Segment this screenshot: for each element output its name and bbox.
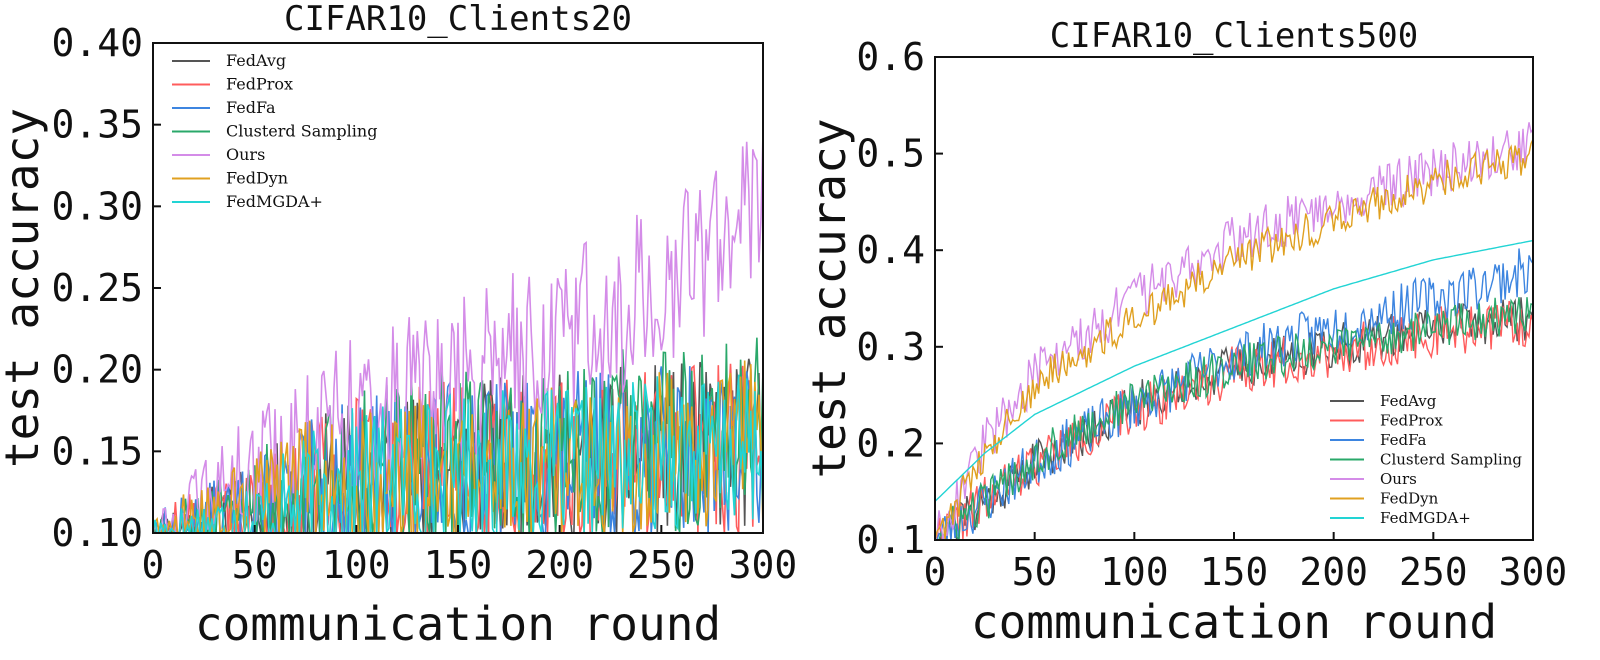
legend-label: FedFa	[1380, 431, 1426, 449]
x-tick-label: 300	[729, 543, 798, 587]
series-line-feddyn	[935, 139, 1533, 540]
series-line-fedprox	[935, 300, 1533, 540]
y-tick-label: 0.40	[51, 21, 143, 65]
y-tick-label: 0.6	[856, 35, 925, 79]
legend-label: Clusterd Sampling	[1380, 451, 1522, 469]
legend-label: FedDyn	[226, 169, 288, 188]
y-tick-label: 0.2	[856, 421, 925, 465]
series-line-fedavg	[935, 297, 1533, 540]
x-tick-label: 200	[1299, 550, 1368, 594]
y-tick-label: 0.25	[51, 266, 143, 310]
y-tick-label: 0.1	[856, 518, 925, 562]
y-tick-label: 0.30	[51, 184, 143, 228]
x-tick-label: 250	[1399, 550, 1468, 594]
y-axis-label: test accuracy	[802, 118, 856, 478]
series-line-feddyn	[153, 360, 763, 533]
y-tick-label: 0.10	[51, 511, 143, 555]
y-tick-label: 0.4	[856, 228, 925, 272]
x-tick-label: 50	[1012, 550, 1058, 594]
series-line-fedfa	[935, 248, 1533, 540]
x-axis-label: communication round	[971, 595, 1497, 649]
legend-label: Clusterd Sampling	[226, 122, 377, 141]
x-tick-label: 150	[1200, 550, 1269, 594]
y-tick-label: 0.15	[51, 429, 143, 473]
x-tick-label: 100	[322, 543, 391, 587]
legend-label: Ours	[1380, 470, 1417, 488]
legend-label: FedAvg	[1380, 392, 1437, 410]
y-axis-label: test accuracy	[0, 108, 49, 468]
x-tick-label: 300	[1499, 550, 1568, 594]
legend-label: FedAvg	[226, 51, 286, 70]
series-group	[153, 131, 763, 533]
legend-label: FedFa	[226, 98, 276, 117]
x-tick-label: 150	[424, 543, 493, 587]
y-tick-label: 0.5	[856, 132, 925, 176]
x-tick-label: 0	[142, 543, 165, 587]
series-group	[935, 122, 1533, 540]
x-axis-label: communication round	[195, 597, 721, 651]
y-tick-label: 0.20	[51, 348, 143, 392]
x-tick-label: 50	[232, 543, 278, 587]
legend-label: FedMGDA+	[226, 192, 323, 211]
x-tick-label: 200	[525, 543, 594, 587]
x-tick-label: 100	[1100, 550, 1169, 594]
legend-label: FedProx	[1380, 412, 1443, 430]
chart-clients20: 0 50 100 150 200 250 300 0.10 0.15 0.20 0.25 0.30 0.…	[0, 0, 797, 651]
series-line-clusterd-sampling	[153, 337, 763, 533]
y-tick-label: 0.35	[51, 103, 143, 147]
series-line-fedmgda-	[153, 374, 763, 533]
legend: FedAvg FedProx FedFa Clusterd Sampling Ours F…	[172, 51, 377, 211]
x-tick-label: 250	[627, 543, 696, 587]
y-tick-label: 0.3	[856, 325, 925, 369]
series-line-clusterd-sampling	[935, 297, 1533, 540]
legend-label: FedMGDA+	[1380, 509, 1471, 527]
series-line-fedmgda-	[935, 239, 1533, 502]
chart-title: CIFAR10_Clients20	[284, 0, 632, 39]
legend-label: FedProx	[226, 75, 293, 94]
x-tick-label: 0	[924, 550, 947, 594]
chart-title: CIFAR10_Clients500	[1050, 16, 1418, 56]
legend-label: FedDyn	[1380, 490, 1439, 508]
chart-clients500: 0 50 100 150 200 250 300 0.1 0.2 0.3 0.4 0.5 0.6 CIFA…	[802, 16, 1567, 649]
legend-label: Ours	[226, 145, 265, 164]
series-line-ours	[935, 122, 1533, 540]
